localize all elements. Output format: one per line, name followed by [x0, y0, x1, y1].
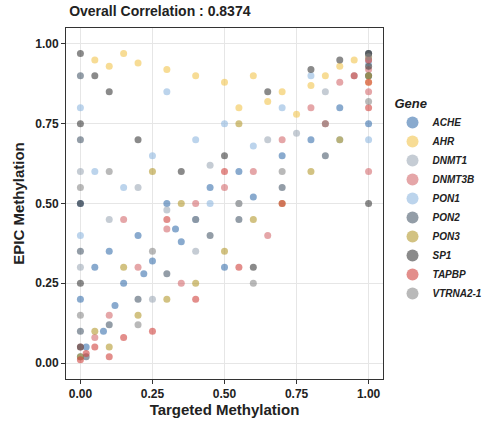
svg-text:PON3: PON3 [433, 231, 461, 242]
svg-text:0.00: 0.00 [69, 387, 93, 401]
svg-text:DNMT3B: DNMT3B [433, 174, 475, 185]
svg-text:0.50: 0.50 [35, 197, 59, 211]
svg-text:0.00: 0.00 [35, 356, 59, 370]
svg-text:Gene: Gene [395, 96, 428, 111]
svg-text:0.25: 0.25 [141, 387, 165, 401]
svg-text:Targeted Methylation: Targeted Methylation [150, 401, 300, 418]
svg-text:PON2: PON2 [433, 212, 461, 223]
svg-text:ACHE: ACHE [432, 117, 462, 128]
svg-text:0.25: 0.25 [35, 276, 59, 290]
svg-text:1.00: 1.00 [357, 387, 381, 401]
svg-text:SP1: SP1 [433, 250, 452, 261]
svg-text:AHR: AHR [432, 136, 455, 147]
svg-text:0.75: 0.75 [285, 387, 309, 401]
svg-text:VTRNA2-1: VTRNA2-1 [433, 288, 482, 299]
svg-text:0.50: 0.50 [213, 387, 237, 401]
svg-text:0.75: 0.75 [35, 117, 59, 131]
svg-text:1.00: 1.00 [35, 37, 59, 51]
svg-text:PON1: PON1 [433, 193, 461, 204]
svg-text:EPIC Methylation: EPIC Methylation [10, 142, 27, 265]
svg-text:DNMT1: DNMT1 [433, 155, 468, 166]
svg-text:Overall Correlation : 0.8374: Overall Correlation : 0.8374 [69, 3, 251, 19]
svg-text:TAPBP: TAPBP [433, 269, 466, 280]
